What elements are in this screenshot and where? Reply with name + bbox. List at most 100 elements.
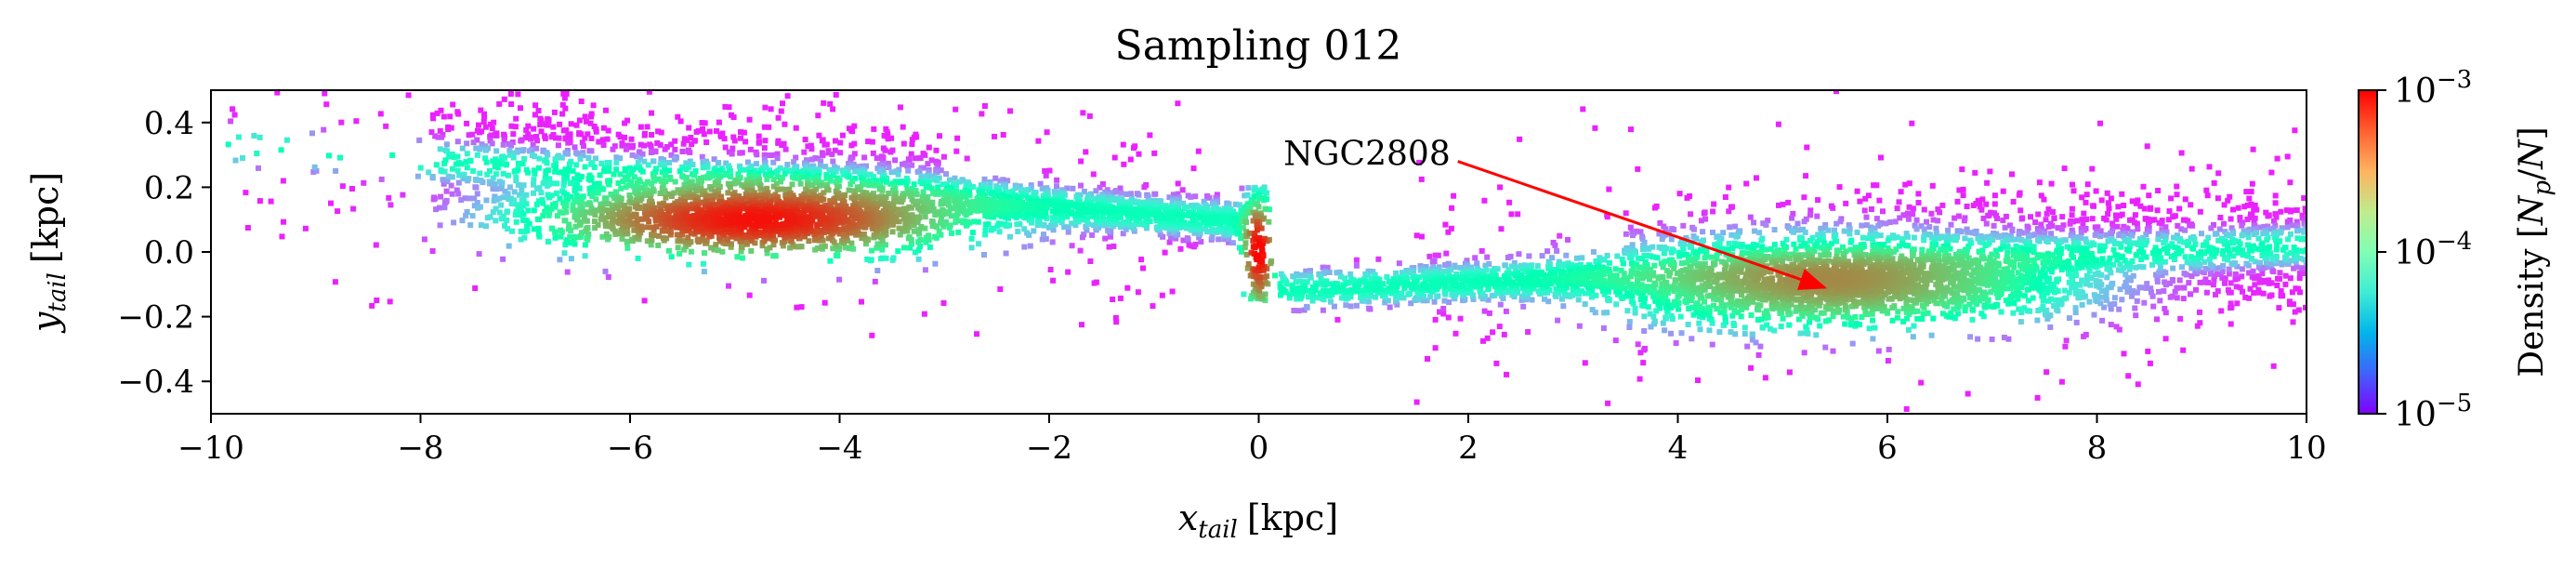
density-point xyxy=(1414,290,1421,297)
density-point xyxy=(1812,243,1819,249)
density-point xyxy=(1346,287,1351,294)
density-point xyxy=(796,169,803,176)
density-point xyxy=(2271,234,2278,241)
density-point xyxy=(1870,317,1875,324)
density-point xyxy=(1007,108,1013,114)
density-point xyxy=(1427,294,1433,300)
density-point xyxy=(574,151,581,157)
density-point xyxy=(746,165,753,172)
density-point xyxy=(1286,292,1293,298)
density-point xyxy=(2163,229,2170,235)
density-point xyxy=(531,190,536,196)
density-point xyxy=(551,109,558,115)
density-point xyxy=(762,171,769,178)
density-point xyxy=(997,286,1004,292)
density-point xyxy=(1508,263,1515,270)
density-point xyxy=(2172,245,2178,251)
density-point xyxy=(718,133,724,139)
density-point xyxy=(1443,250,1450,257)
density-point xyxy=(2122,284,2128,290)
density-point xyxy=(1801,218,1807,225)
density-point xyxy=(1640,243,1647,249)
density-point xyxy=(1024,230,1031,236)
density-point xyxy=(1886,346,1892,352)
density-point xyxy=(2257,259,2264,266)
density-point xyxy=(508,142,514,149)
density-point xyxy=(672,156,678,163)
density-point xyxy=(1261,197,1268,204)
density-point xyxy=(2079,301,2085,308)
density-point xyxy=(1039,185,1045,192)
density-point xyxy=(1885,237,1891,244)
density-point xyxy=(922,267,928,273)
density-point xyxy=(2017,319,2024,325)
density-point xyxy=(1817,323,1823,329)
density-point xyxy=(1818,225,1824,232)
density-point xyxy=(1664,298,1671,305)
density-point xyxy=(1393,294,1400,300)
density-point xyxy=(256,165,261,171)
density-point xyxy=(761,145,768,152)
density-point xyxy=(2070,281,2076,287)
density-point xyxy=(473,184,480,191)
density-point xyxy=(693,128,700,135)
density-point xyxy=(2174,295,2180,301)
density-point xyxy=(2083,332,2089,337)
density-point xyxy=(2168,254,2175,259)
density-point xyxy=(2097,228,2104,234)
density-point xyxy=(532,102,539,109)
density-point xyxy=(2273,246,2280,253)
density-point xyxy=(1038,204,1045,209)
density-point xyxy=(1710,208,1716,215)
density-point xyxy=(1050,277,1057,284)
density-point xyxy=(2234,300,2241,307)
density-point xyxy=(2079,252,2085,258)
density-point xyxy=(1371,272,1377,279)
density-point xyxy=(1658,296,1664,302)
density-point xyxy=(1217,207,1224,214)
density-point xyxy=(361,179,367,186)
density-point xyxy=(2231,246,2238,253)
density-point xyxy=(1924,218,1929,225)
density-point xyxy=(953,106,959,112)
density-point xyxy=(1558,262,1565,268)
density-point xyxy=(2109,282,2115,288)
density-point xyxy=(554,180,560,187)
density-point xyxy=(2013,236,2019,243)
density-point xyxy=(2154,278,2161,284)
density-point xyxy=(763,165,769,171)
density-point xyxy=(2239,273,2245,280)
density-point xyxy=(1300,288,1307,295)
density-point xyxy=(1003,189,1009,195)
density-point xyxy=(1699,311,1705,316)
density-point xyxy=(617,134,624,140)
density-point xyxy=(1859,222,1865,229)
density-point xyxy=(1847,226,1853,232)
density-point xyxy=(1366,305,1373,311)
density-point xyxy=(1786,225,1792,232)
density-point xyxy=(878,163,885,169)
density-point xyxy=(637,156,644,163)
density-point xyxy=(1556,290,1562,297)
density-point xyxy=(895,171,901,178)
density-point xyxy=(1226,235,1232,242)
density-point xyxy=(469,213,476,219)
density-point xyxy=(830,172,836,179)
density-point xyxy=(559,101,566,108)
density-point xyxy=(1352,284,1359,290)
density-point xyxy=(2188,165,2195,172)
density-point xyxy=(2293,218,2300,225)
density-point xyxy=(1481,197,1488,204)
density-point xyxy=(513,115,519,122)
density-point xyxy=(2069,205,2075,212)
density-point xyxy=(2161,229,2167,235)
density-point xyxy=(531,126,537,132)
density-point xyxy=(1984,179,1991,186)
density-point xyxy=(2116,232,2123,239)
density-point xyxy=(1711,201,1717,207)
density-point xyxy=(1432,316,1439,323)
density-point xyxy=(1822,318,1829,324)
density-point xyxy=(1226,239,1231,245)
density-points xyxy=(225,90,2307,412)
density-point xyxy=(1434,281,1440,287)
